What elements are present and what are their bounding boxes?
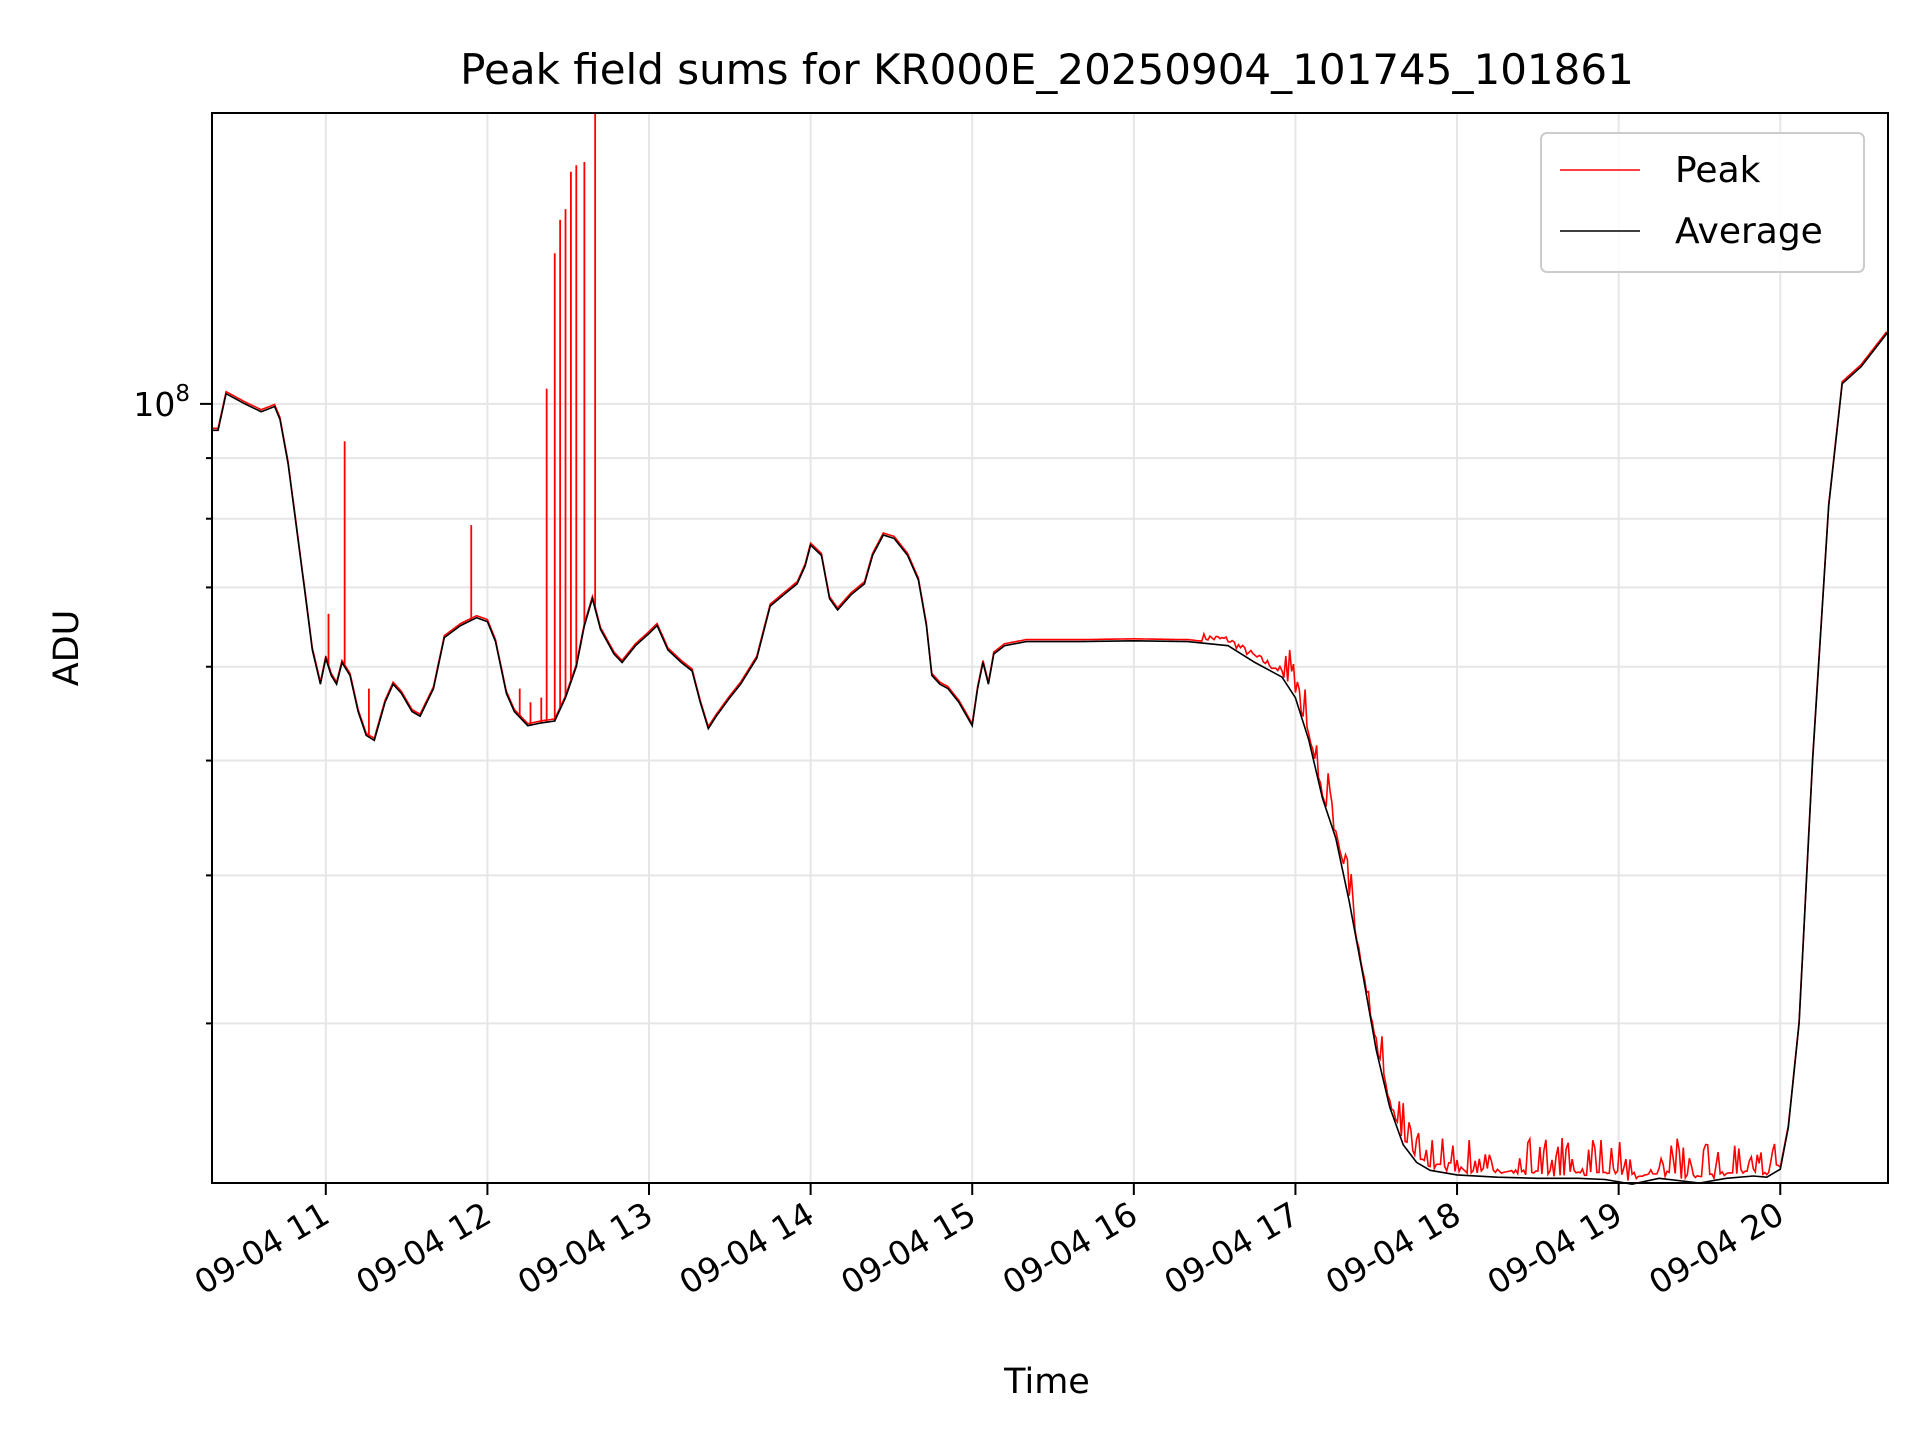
legend-peak-label: Peak — [1675, 150, 1761, 191]
plot-series — [212, 113, 1889, 1186]
y-axis-title: ADU — [47, 610, 87, 687]
grid — [212, 113, 1888, 1183]
x-axis-title: Time — [1003, 1362, 1090, 1402]
legend: Peak Average — [1540, 132, 1865, 273]
average-series-line — [212, 331, 1889, 1186]
y-tick-label: 108 — [133, 381, 190, 424]
legend-average-label: Average — [1675, 211, 1823, 252]
chart-title: Peak field sums for KR000E_20250904_1017… — [460, 45, 1634, 94]
legend-box — [1540, 132, 1865, 273]
plot-frame — [211, 112, 1889, 1184]
